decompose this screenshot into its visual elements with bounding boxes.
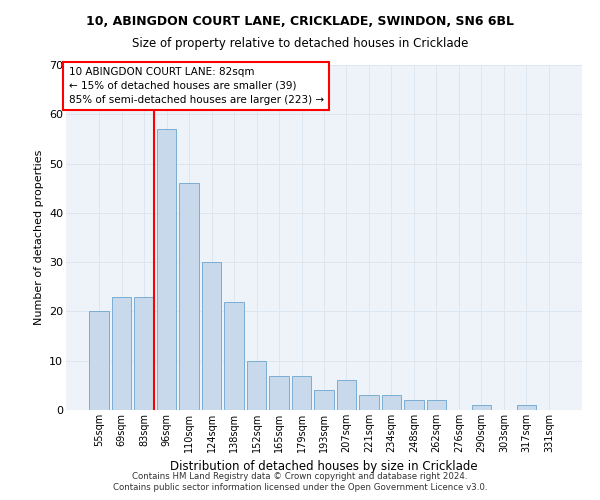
- Bar: [224, 302, 244, 410]
- Bar: [517, 405, 536, 410]
- Text: Size of property relative to detached houses in Cricklade: Size of property relative to detached ho…: [132, 38, 468, 51]
- Bar: [359, 395, 379, 410]
- Bar: [404, 400, 424, 410]
- Bar: [89, 312, 109, 410]
- Bar: [314, 390, 334, 410]
- Bar: [247, 360, 266, 410]
- Text: 10 ABINGDON COURT LANE: 82sqm
← 15% of detached houses are smaller (39)
85% of s: 10 ABINGDON COURT LANE: 82sqm ← 15% of d…: [68, 66, 324, 104]
- Bar: [427, 400, 446, 410]
- Text: 10, ABINGDON COURT LANE, CRICKLADE, SWINDON, SN6 6BL: 10, ABINGDON COURT LANE, CRICKLADE, SWIN…: [86, 15, 514, 28]
- Bar: [157, 129, 176, 410]
- Text: Contains HM Land Registry data © Crown copyright and database right 2024.: Contains HM Land Registry data © Crown c…: [132, 472, 468, 481]
- Bar: [337, 380, 356, 410]
- Bar: [134, 296, 154, 410]
- Text: Contains public sector information licensed under the Open Government Licence v3: Contains public sector information licen…: [113, 484, 487, 492]
- X-axis label: Distribution of detached houses by size in Cricklade: Distribution of detached houses by size …: [170, 460, 478, 473]
- Bar: [202, 262, 221, 410]
- Y-axis label: Number of detached properties: Number of detached properties: [34, 150, 44, 325]
- Bar: [472, 405, 491, 410]
- Bar: [292, 376, 311, 410]
- Bar: [179, 184, 199, 410]
- Bar: [269, 376, 289, 410]
- Bar: [382, 395, 401, 410]
- Bar: [112, 296, 131, 410]
